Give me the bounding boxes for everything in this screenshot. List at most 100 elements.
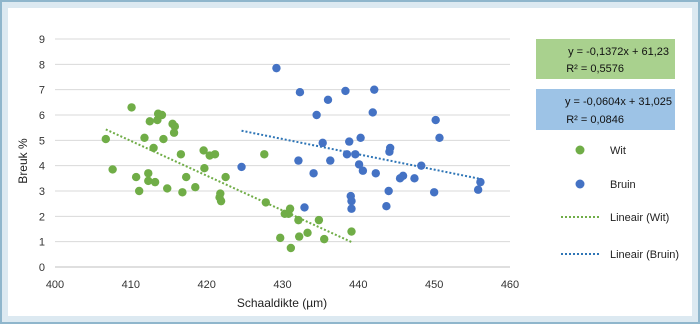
data-point-wit xyxy=(294,232,304,241)
data-point-wit xyxy=(145,117,154,126)
data-point-bruin xyxy=(410,174,419,183)
data-point-wit xyxy=(170,122,180,131)
x-tick-label: 420 xyxy=(197,279,215,291)
legend-label-lineair-bruin: Lineair (Bruin) xyxy=(610,249,679,261)
legend: Wit Bruin Lineair (Wit) Lineair (Bruin) xyxy=(561,145,679,261)
equation-bruin: y = -0,0604x + 31,025 xyxy=(565,96,672,108)
y-tick-label: 9 xyxy=(39,34,45,46)
x-tick-label: 410 xyxy=(122,279,140,291)
data-point-bruin xyxy=(318,138,327,148)
data-point-wit xyxy=(216,189,225,198)
data-point-bruin xyxy=(342,150,352,159)
data-point-bruin xyxy=(356,133,365,142)
data-point-wit xyxy=(131,172,141,182)
data-point-wit xyxy=(140,133,149,142)
data-point-bruin xyxy=(295,88,305,97)
y-tick-labels: 0 1 2 3 4 5 6 7 8 9 xyxy=(39,34,45,274)
data-point-bruin xyxy=(473,185,483,194)
legend-item-bruin: Bruin xyxy=(575,179,636,191)
data-point-wit xyxy=(216,196,226,206)
data-point-wit xyxy=(159,134,168,144)
y-tick-label: 7 xyxy=(39,85,45,97)
data-point-wit xyxy=(261,198,271,207)
data-point-bruin xyxy=(354,160,364,169)
data-point-bruin xyxy=(347,196,356,206)
data-point-bruin xyxy=(272,63,281,73)
data-point-bruin xyxy=(326,156,335,165)
data-point-wit xyxy=(199,146,208,155)
legend-label-bruin: Bruin xyxy=(610,179,636,191)
trendline-1 xyxy=(241,129,481,180)
data-point-wit xyxy=(276,233,285,243)
data-point-wit xyxy=(294,215,303,225)
data-point-wit xyxy=(144,169,153,178)
data-point-wit xyxy=(144,176,153,186)
x-axis-title: Schaaldikte (µm) xyxy=(237,296,327,310)
data-point-wit xyxy=(134,186,144,196)
legend-item-lineair-bruin: Lineair (Bruin) xyxy=(561,249,679,261)
data-point-wit xyxy=(347,227,356,236)
x-tick-labels: 400 410 420 430 440 450 460 xyxy=(46,279,519,291)
data-point-wit xyxy=(150,177,160,187)
data-point-wit xyxy=(221,172,230,182)
data-point-bruin xyxy=(323,95,333,105)
data-point-wit xyxy=(285,204,295,213)
equation-box-bruin-bg xyxy=(536,89,675,130)
equation-box-wit-bg xyxy=(536,39,675,79)
equation-box-bruin: y = -0,0604x + 31,025 R² = 0,0846 xyxy=(536,89,675,130)
x-tick-label: 430 xyxy=(273,279,291,291)
y-axis-title: Breuk % xyxy=(16,138,30,184)
x-tick-label: 460 xyxy=(501,279,519,291)
data-point-wit xyxy=(314,215,324,225)
data-point-bruin xyxy=(351,150,360,159)
x-tick-label: 400 xyxy=(46,279,64,291)
y-tick-label: 8 xyxy=(39,59,45,71)
equation-box-wit: y = -0,1372x + 61,23 R² = 0,5576 xyxy=(536,39,675,79)
y-tick-label: 1 xyxy=(39,237,45,249)
legend-label-lineair-wit: Lineair (Wit) xyxy=(610,212,669,224)
data-point-wit xyxy=(191,183,200,192)
data-point-wit xyxy=(260,150,269,159)
data-point-wit xyxy=(149,143,158,153)
legend-item-lineair-wit: Lineair (Wit) xyxy=(561,212,669,224)
trend-lines xyxy=(105,128,481,243)
data-point-bruin xyxy=(341,86,350,96)
data-point-wit xyxy=(181,172,191,182)
data-point-bruin xyxy=(435,133,444,142)
data-point-bruin xyxy=(417,161,426,170)
data-point-wit xyxy=(320,234,329,244)
y-tick-label: 6 xyxy=(39,110,45,122)
data-point-bruin xyxy=(309,169,318,178)
data-point-bruin xyxy=(382,202,391,211)
y-tick-label: 5 xyxy=(39,135,45,147)
data-point-wit xyxy=(169,128,179,137)
data-point-wit xyxy=(303,228,312,237)
x-tick-label: 450 xyxy=(425,279,443,291)
legend-label-wit: Wit xyxy=(610,145,626,157)
legend-marker-wit xyxy=(575,145,585,155)
data-point-bruin xyxy=(294,156,303,165)
data-point-bruin xyxy=(476,177,485,187)
data-point-wit xyxy=(101,134,111,144)
data-point-bruin xyxy=(429,188,439,197)
equation-wit: y = -0,1372x + 61,23 xyxy=(568,46,669,58)
data-point-wit xyxy=(127,103,136,112)
x-tick-label: 440 xyxy=(349,279,367,291)
data-point-bruin xyxy=(371,169,380,178)
data-point-bruin xyxy=(347,204,356,213)
data-point-bruin xyxy=(368,108,377,117)
data-point-bruin xyxy=(300,203,309,212)
data-point-wit xyxy=(176,150,186,159)
data-point-wit xyxy=(163,184,172,193)
data-point-bruin xyxy=(431,115,440,125)
legend-item-wit: Wit xyxy=(575,145,626,157)
data-points xyxy=(101,63,485,253)
data-point-bruin xyxy=(237,162,246,172)
r-squared-bruin: R² = 0,0846 xyxy=(566,114,624,126)
data-point-bruin xyxy=(398,171,408,180)
data-point-bruin xyxy=(385,143,395,153)
data-point-bruin xyxy=(358,166,368,175)
trendline-0 xyxy=(105,128,352,243)
r-squared-wit: R² = 0,5576 xyxy=(566,63,624,75)
